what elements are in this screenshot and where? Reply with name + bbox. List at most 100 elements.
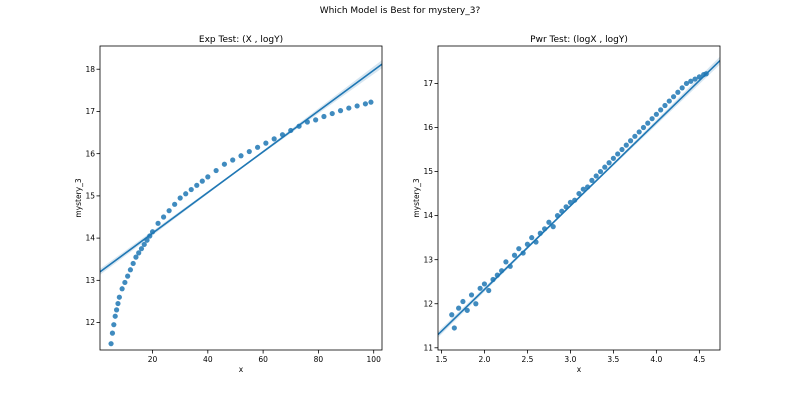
data-point xyxy=(449,312,455,318)
x-tick-label: 3.0 xyxy=(564,355,576,364)
plot-area xyxy=(438,56,720,338)
y-tick-label: 15 xyxy=(423,167,433,176)
chart-title: Exp Test: (X , logY) xyxy=(199,35,283,45)
data-point xyxy=(703,71,709,77)
figure-suptitle: Which Model is Best for mystery_3? xyxy=(319,6,481,16)
data-point xyxy=(288,127,294,134)
y-tick-label: 17 xyxy=(423,79,433,88)
data-point xyxy=(550,224,556,230)
data-point xyxy=(662,102,668,109)
data-point xyxy=(116,294,122,300)
data-point xyxy=(516,246,522,252)
data-point xyxy=(122,279,128,286)
data-point xyxy=(166,208,172,214)
x-tick-label: 4.0 xyxy=(650,355,662,364)
x-tick-label: 20 xyxy=(148,355,158,364)
x-tick-label: 2.5 xyxy=(521,355,533,364)
data-point xyxy=(337,108,344,114)
x-tick-label: 4.5 xyxy=(693,355,705,364)
data-point xyxy=(576,190,582,197)
y-tick-label: 18 xyxy=(85,65,95,74)
data-point xyxy=(503,259,509,265)
data-point xyxy=(632,133,638,139)
data-point xyxy=(658,107,664,113)
data-point xyxy=(670,94,677,100)
data-point xyxy=(494,272,500,278)
data-point xyxy=(636,129,642,135)
data-point xyxy=(147,233,153,239)
data-point xyxy=(507,263,513,269)
y-tick-label: 12 xyxy=(85,318,95,327)
data-point xyxy=(477,285,483,291)
data-point xyxy=(109,330,116,336)
data-point xyxy=(559,208,565,214)
data-point xyxy=(499,268,505,274)
y-tick-label: 16 xyxy=(85,149,95,158)
x-tick-label: 100 xyxy=(367,355,382,364)
data-point xyxy=(279,132,286,138)
data-point xyxy=(627,138,634,144)
data-point xyxy=(563,204,569,210)
data-point xyxy=(194,182,200,188)
data-point xyxy=(108,341,114,347)
data-point xyxy=(645,120,651,126)
data-point xyxy=(111,322,117,328)
data-point xyxy=(537,230,543,236)
data-point xyxy=(490,276,496,283)
data-point xyxy=(606,160,612,166)
data-point xyxy=(524,241,531,247)
data-point xyxy=(172,201,178,207)
data-point xyxy=(683,80,690,87)
data-point xyxy=(593,173,599,179)
data-point xyxy=(675,89,681,95)
data-point xyxy=(602,164,608,170)
data-point xyxy=(213,167,219,174)
data-point xyxy=(610,155,616,161)
data-point xyxy=(696,74,702,80)
y-tick-label: 13 xyxy=(423,255,433,264)
data-point xyxy=(572,197,578,203)
data-point xyxy=(619,146,625,153)
chart-panel-1: Exp Test: (X , logY) 20 40 60 80 100 12 13 14 15 1… xyxy=(74,35,383,374)
data-point xyxy=(362,101,369,107)
chart-panel-2: Pwr Test: (logX , logY) 1.5 2.0 2.5 3.0 3.5 4.… xyxy=(412,35,721,374)
data-point xyxy=(133,254,139,260)
y-tick-label: 17 xyxy=(85,107,95,116)
data-point xyxy=(141,241,147,248)
data-point xyxy=(138,246,145,252)
data-point xyxy=(296,123,302,129)
y-tick-label: 14 xyxy=(423,211,433,220)
data-point xyxy=(119,286,125,292)
data-point xyxy=(149,229,156,235)
data-point xyxy=(554,213,561,219)
data-point xyxy=(597,168,604,175)
data-point xyxy=(115,300,121,307)
data-point xyxy=(113,307,120,313)
y-tick-label: 14 xyxy=(85,234,95,243)
data-point xyxy=(354,103,360,109)
y-tick-label: 12 xyxy=(423,299,433,308)
y-tick-label: 13 xyxy=(85,276,95,285)
data-point xyxy=(368,99,374,105)
data-point xyxy=(112,313,118,319)
data-point xyxy=(456,305,462,311)
data-point xyxy=(688,78,694,84)
data-point xyxy=(486,287,492,294)
data-point xyxy=(188,186,194,193)
data-point xyxy=(520,250,526,256)
fit-line xyxy=(100,63,382,273)
x-tick-label: 1.5 xyxy=(435,355,447,364)
data-point xyxy=(623,142,629,148)
y-axis-label: mystery_3 xyxy=(412,178,421,217)
data-point xyxy=(177,195,183,201)
x-axis-label: x xyxy=(239,365,244,374)
data-point xyxy=(640,124,647,131)
data-point xyxy=(254,144,261,150)
data-point xyxy=(304,119,310,125)
data-point xyxy=(127,267,134,273)
x-axis-label: x xyxy=(577,365,582,374)
data-point xyxy=(130,260,136,267)
x-tick-label: 60 xyxy=(258,355,268,364)
